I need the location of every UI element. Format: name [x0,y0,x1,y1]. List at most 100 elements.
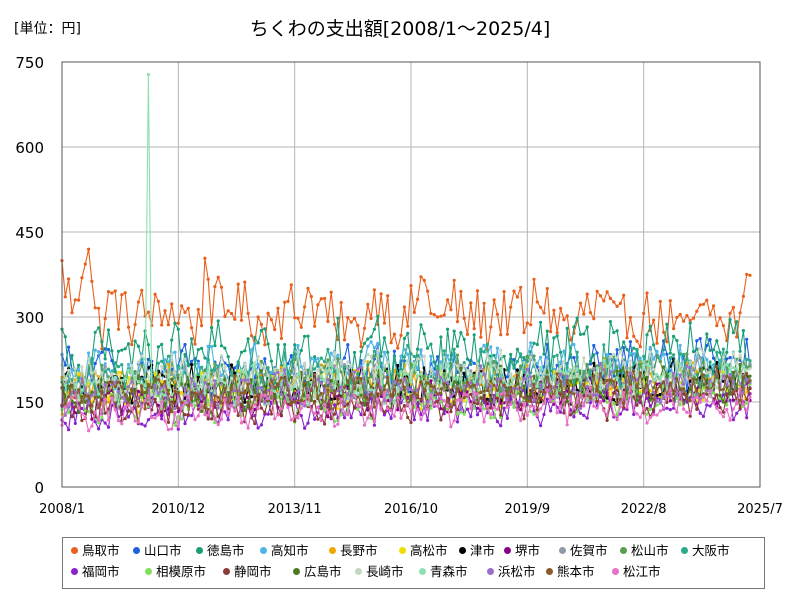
data-point [748,379,752,383]
data-point [735,367,739,371]
data-point [708,313,712,317]
data-point [492,359,496,364]
data-point [559,306,563,310]
data-point [708,370,712,375]
data-point [459,289,463,294]
data-point [532,374,536,378]
data-point [585,384,589,389]
data-point [213,391,217,395]
data-point [432,396,436,400]
data-point [545,329,549,333]
data-point [748,364,752,368]
data-point [582,404,586,408]
data-point [113,361,117,365]
data-point [323,379,327,383]
data-point [216,423,220,427]
data-point [539,382,543,386]
data-point [741,375,746,379]
data-point [482,343,486,347]
data-point [80,418,84,423]
data-point [70,311,74,315]
data-point [469,380,473,385]
data-point [545,388,549,392]
data-point [588,396,593,400]
data-point [362,423,367,427]
data-point [67,384,71,388]
data-point [386,407,390,411]
data-point [239,391,244,395]
data-point [206,363,210,367]
legend-item: 高知市 [260,544,309,558]
data-point [392,414,396,418]
data-point [505,393,509,397]
data-point [210,410,214,414]
data-point [160,380,164,384]
data-point [708,395,712,399]
data-point [313,417,317,421]
data-point [293,385,297,389]
data-point [655,355,659,359]
data-point [106,367,111,371]
data-point [578,406,583,410]
data-point [612,398,616,402]
legend-item: 青森市 [419,565,468,579]
data-point [741,294,746,298]
data-point [70,378,74,382]
data-point [672,403,676,407]
data-point [193,404,197,408]
data-point [582,413,586,417]
data-point [296,350,300,354]
data-point [625,347,629,352]
data-point [263,410,267,414]
data-point [93,306,97,310]
data-point [193,391,197,395]
data-point [612,380,616,384]
data-point [701,414,706,418]
data-point [143,407,147,411]
data-point [655,377,659,381]
data-point [80,276,84,280]
data-point [213,394,217,398]
data-point [313,324,317,328]
data-point [469,362,473,366]
data-point [562,398,566,402]
data-point [645,412,649,416]
legend-label: 鳥取市 [82,543,120,558]
data-point [426,346,430,350]
data-point [219,401,224,405]
data-point [419,323,423,327]
data-point [346,397,350,401]
legend: 鳥取市 山口市 徳島市 高知市 長野市 高松市 津市 堺市 佐賀市 松山市 大阪市 福岡市 相模原市 静岡… [62,537,765,589]
data-point [565,423,569,427]
data-point [645,372,649,376]
data-point [316,396,320,400]
data-point [70,368,74,372]
data-point [90,381,94,385]
data-point [103,370,107,374]
data-point [535,361,539,365]
data-point [70,390,74,394]
data-point [655,413,659,417]
data-point [379,394,383,398]
data-point [585,373,589,377]
data-point [665,394,669,398]
data-point [103,362,107,366]
data-point [449,425,453,429]
legend-marker [681,547,688,554]
data-point [166,323,170,327]
data-point [382,364,386,368]
data-point [173,411,177,415]
data-point [146,382,150,387]
data-point [396,378,400,382]
data-point [685,364,689,368]
data-point [296,399,300,403]
data-point [711,348,716,352]
data-point [243,280,247,284]
x-tick-label: 2022/8 [621,502,667,517]
data-point [213,285,217,289]
data-point [382,391,386,395]
data-point [133,401,137,406]
data-point [519,352,523,356]
data-point [585,379,589,383]
data-point [562,382,566,387]
